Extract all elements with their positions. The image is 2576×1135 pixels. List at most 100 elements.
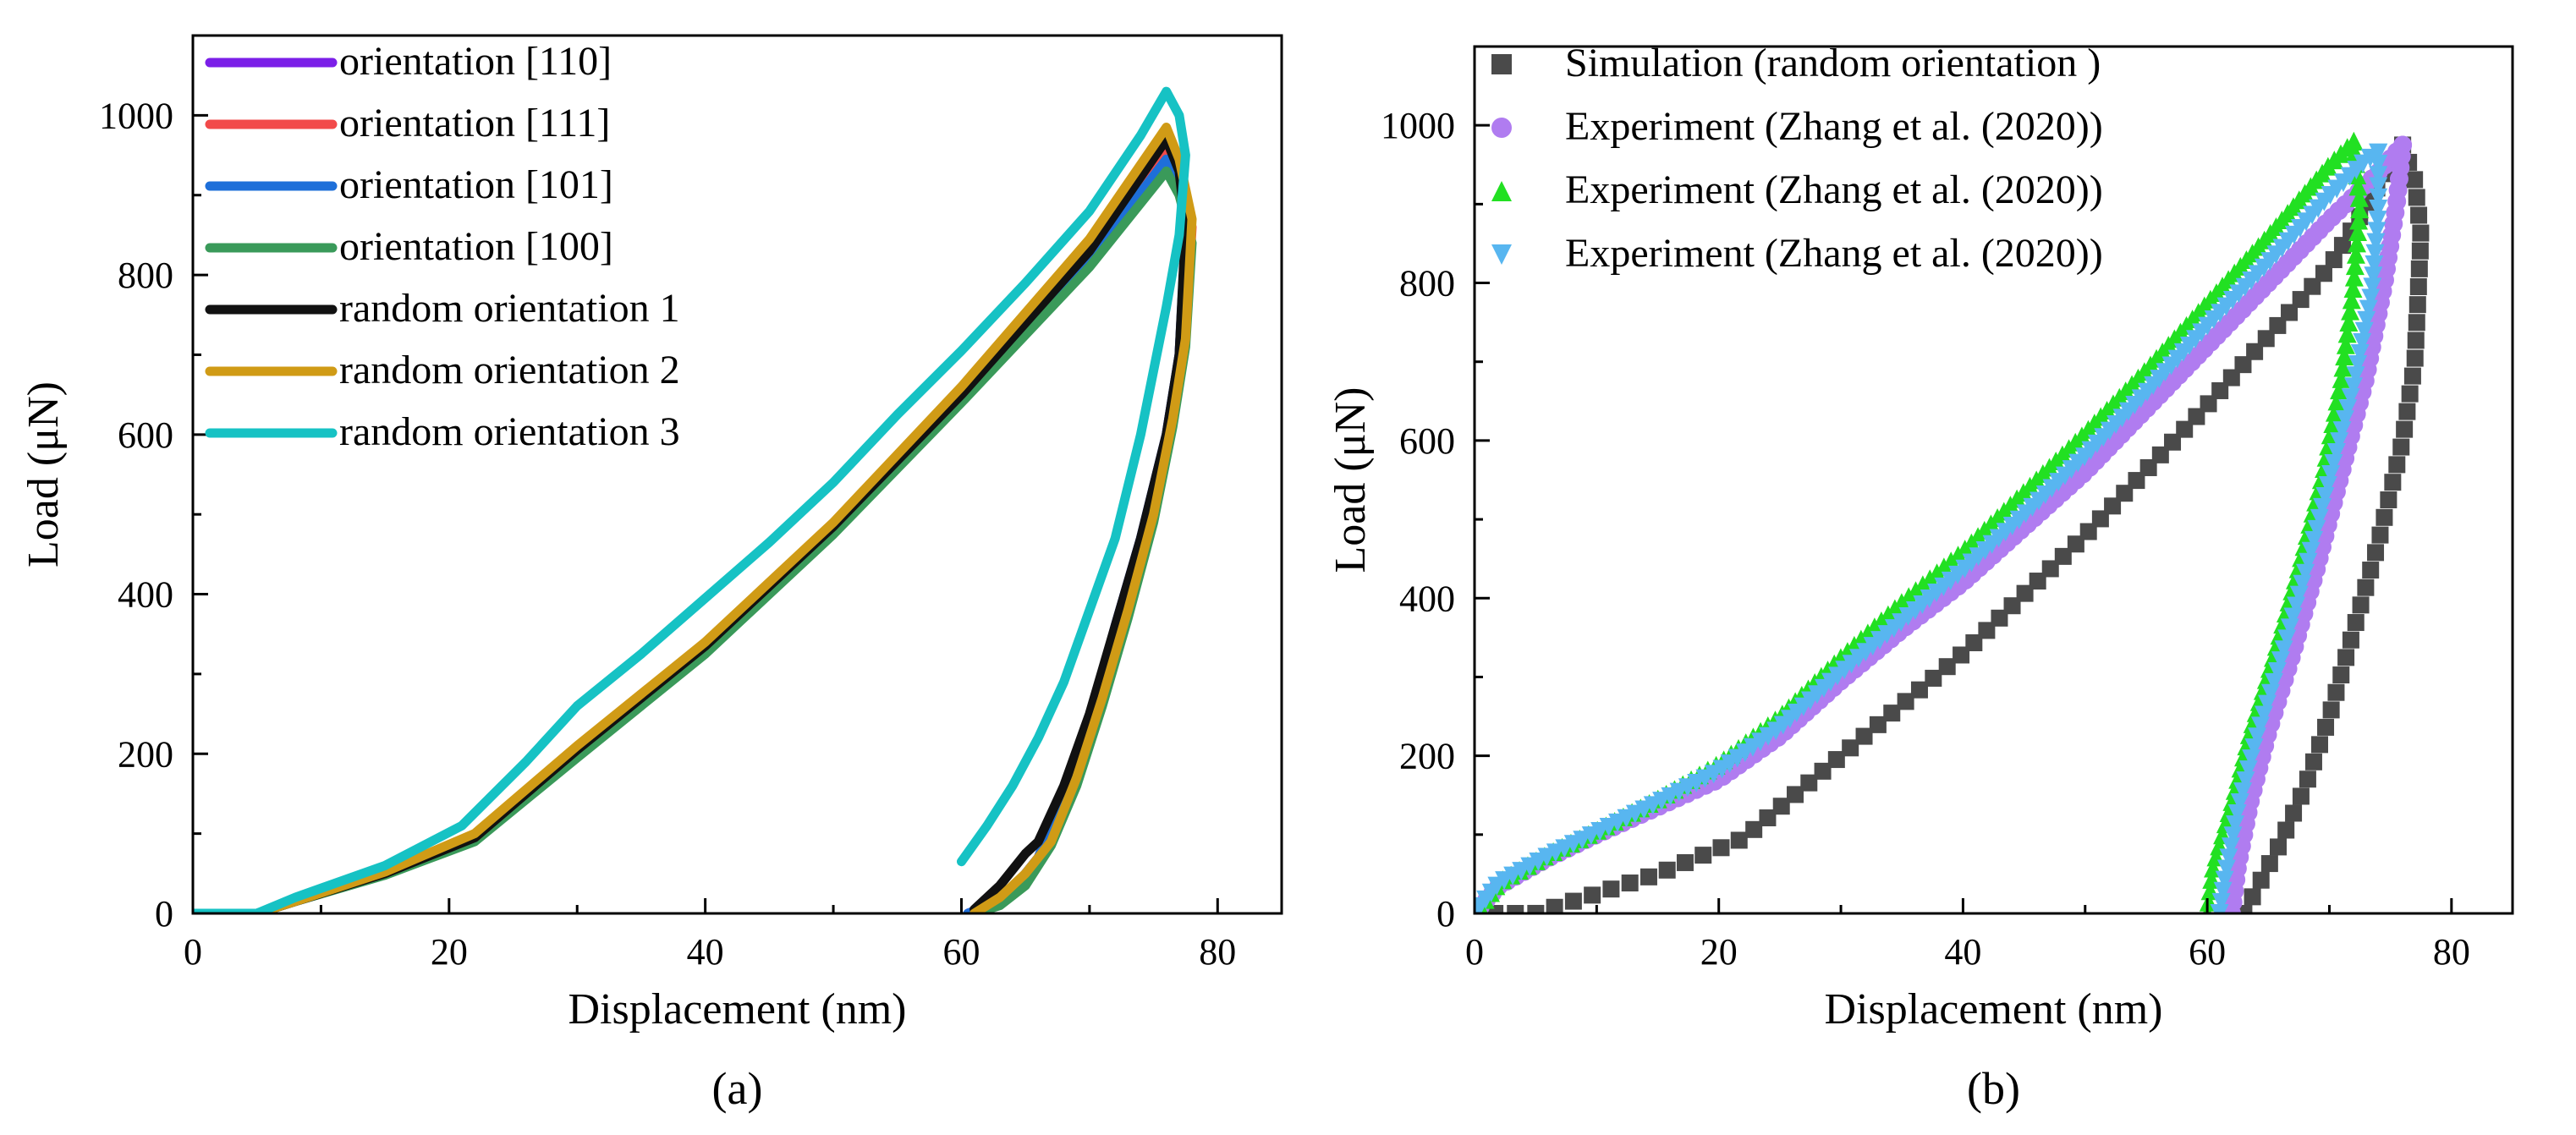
x-axis-label: Displacement (nm) [568, 985, 907, 1034]
data-point [1938, 658, 1956, 676]
y-tick-label: 400 [118, 574, 173, 616]
data-point [2371, 526, 2389, 544]
x-tick-label: 60 [942, 931, 980, 973]
data-point [2211, 892, 2231, 912]
data-point [2269, 316, 2287, 334]
data-point [2369, 177, 2388, 196]
data-point [1978, 622, 1996, 639]
data-point [2251, 716, 2271, 736]
data-point [2287, 596, 2306, 616]
data-point [2396, 420, 2414, 438]
plot-area [193, 86, 1197, 913]
data-point [2322, 701, 2340, 719]
data-point [2264, 672, 2283, 692]
data-point [1800, 774, 1818, 792]
data-point [2362, 562, 2380, 579]
data-point [2341, 301, 2360, 321]
data-point [2235, 905, 2253, 913]
data-point [2313, 497, 2332, 517]
data-point [2257, 330, 2275, 348]
y-tick-label: 800 [1399, 263, 1455, 304]
data-point [1676, 853, 1694, 871]
data-point [2392, 438, 2410, 456]
data-point [1745, 820, 1763, 838]
data-point [2408, 296, 2426, 314]
data-point [2254, 705, 2273, 725]
legend: Simulation (random orientation ) Experime… [1491, 41, 2103, 276]
data-point [2330, 432, 2349, 452]
data-point [2139, 458, 2157, 476]
data-point [2335, 410, 2354, 430]
legend-label: orientation [111] [339, 101, 610, 145]
data-point [2332, 666, 2350, 684]
data-point [2327, 392, 2347, 411]
data-point [2307, 519, 2326, 539]
y-tick-label: 1000 [1381, 105, 1455, 146]
data-point [2260, 855, 2278, 873]
data-point [2213, 881, 2233, 901]
data-point [2369, 199, 2388, 218]
legend-label: Experiment (Zhang et al. (2020)) [1565, 167, 2103, 212]
data-point [1658, 861, 1676, 879]
data-point [2274, 640, 2293, 660]
series-line-6 [193, 86, 1190, 913]
data-point [2289, 585, 2309, 605]
data-point [1855, 727, 1873, 745]
legend-item: orientation [101] [205, 162, 613, 207]
data-point [2310, 508, 2329, 528]
data-point [2227, 804, 2247, 824]
data-point [2216, 859, 2236, 879]
data-point [2318, 475, 2337, 495]
legend-item: random orientation 3 [205, 409, 680, 454]
data-point [2348, 222, 2368, 241]
data-point [2304, 530, 2324, 550]
data-point [2343, 377, 2363, 397]
y-tick-label: 800 [118, 255, 173, 296]
data-point [2260, 683, 2280, 703]
data-point [2364, 266, 2383, 286]
data-point [2344, 131, 2364, 151]
legend-marker [1491, 118, 1512, 138]
data-point [2230, 793, 2249, 813]
data-point [2344, 267, 2364, 287]
data-point [2271, 651, 2290, 671]
data-point [2350, 200, 2370, 219]
data-point [2407, 332, 2425, 349]
data-point [2299, 552, 2318, 572]
data-point [2343, 278, 2363, 298]
data-point [2339, 313, 2359, 332]
legend: orientation [110] orientation [111] orient… [205, 39, 680, 454]
data-point [1730, 831, 1748, 849]
data-point [2333, 237, 2351, 255]
data-point [2345, 256, 2365, 276]
x-tick-label: 20 [1700, 931, 1738, 973]
data-point [2233, 782, 2253, 802]
legend-item: orientation [100] [205, 224, 613, 269]
data-point [2215, 870, 2234, 890]
plot-frame [1473, 45, 2514, 915]
data-point [2346, 366, 2365, 386]
data-point [2332, 369, 2351, 388]
legend-label: Experiment (Zhang et al. (2020)) [1565, 231, 2103, 276]
y-tick-label: 600 [118, 414, 173, 456]
data-point [2369, 166, 2388, 185]
data-point [1507, 905, 1524, 913]
data-point [2367, 544, 2385, 562]
data-point [2221, 837, 2240, 857]
data-point [2359, 299, 2378, 319]
data-point [2222, 369, 2240, 387]
data-point [2330, 381, 2349, 400]
data-point [2354, 321, 2374, 341]
data-point [2234, 356, 2252, 374]
data-point [2285, 804, 2303, 822]
data-point [2252, 871, 2270, 889]
data-point [2200, 395, 2217, 413]
data-point [2357, 578, 2375, 596]
data-point [2321, 464, 2341, 484]
data-point [2246, 343, 2264, 360]
data-point [2348, 355, 2368, 375]
legend-label: random orientation 3 [339, 409, 680, 454]
data-point [1827, 751, 1845, 769]
